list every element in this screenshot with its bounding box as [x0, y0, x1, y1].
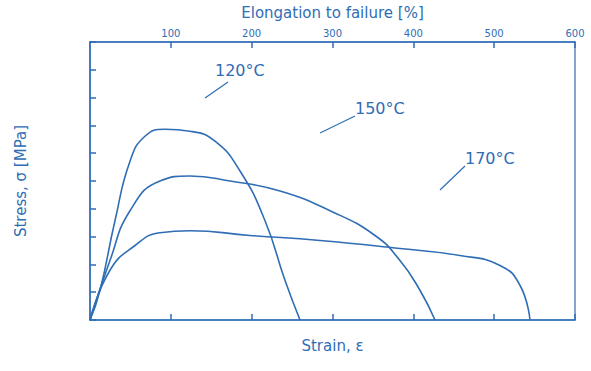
svg-text:Strain, ε: Strain, ε	[301, 337, 363, 355]
svg-text:600: 600	[565, 28, 584, 39]
svg-text:200: 200	[242, 28, 261, 39]
svg-text:Elongation to failure [%]: Elongation to failure [%]	[241, 4, 423, 22]
svg-text:100: 100	[161, 28, 180, 39]
svg-text:300: 300	[323, 28, 342, 39]
svg-text:Stress, σ [MPa]: Stress, σ [MPa]	[12, 125, 30, 237]
svg-text:400: 400	[404, 28, 423, 39]
svg-text:500: 500	[485, 28, 504, 39]
svg-text:120°C: 120°C	[215, 61, 265, 80]
svg-text:150°C: 150°C	[355, 99, 405, 118]
svg-text:170°C: 170°C	[465, 149, 515, 168]
